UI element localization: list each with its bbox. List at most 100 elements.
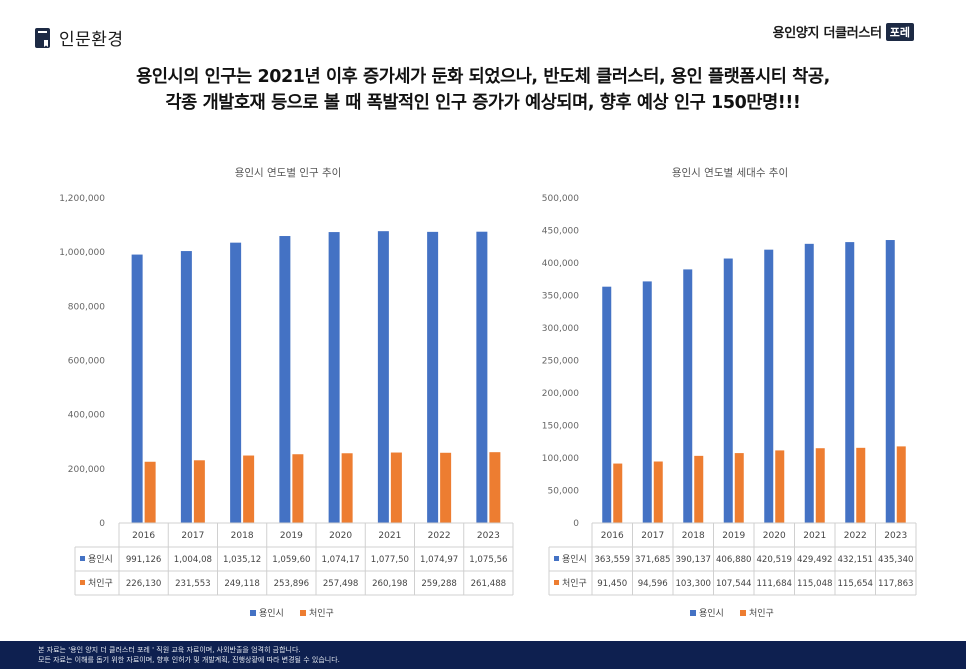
x-tick-label: 2022 <box>844 531 867 541</box>
legend-label-series-2: 처인구 <box>309 607 334 619</box>
bar-series-2 <box>775 450 785 523</box>
data-label: 390,137 <box>675 555 711 565</box>
y-tick-label: 450,000 <box>542 227 579 237</box>
x-tick-label: 2023 <box>477 531 500 541</box>
row-legend-swatch <box>554 556 559 561</box>
bar-series-1 <box>180 251 192 523</box>
bar-series-1 <box>804 243 814 523</box>
bar-series-1 <box>279 236 291 523</box>
brand-logo: 용인양지 더클러스터 포레 <box>773 22 914 41</box>
data-label: 1,035,12 <box>223 555 261 565</box>
bar-series-2 <box>341 453 353 523</box>
bar-series-2 <box>653 461 663 523</box>
households-chart: 용인시 연도별 세대수 추이 500,000 450,000 400,000 350,0… <box>512 160 922 620</box>
legend-label-series-2: 처인구 <box>749 607 774 619</box>
row-legend-swatch <box>80 556 85 561</box>
data-label: 432,151 <box>837 555 873 565</box>
y-tick-label: 200,000 <box>68 465 105 475</box>
legend-label-series-1: 용인시 <box>699 608 724 619</box>
data-label: 231,553 <box>175 579 211 589</box>
data-label: 991,126 <box>126 555 162 565</box>
bar-series-1 <box>885 240 895 523</box>
bar-series-2 <box>815 448 825 523</box>
row-header-label: 처인구 <box>562 577 587 589</box>
bar-series-2 <box>613 463 623 523</box>
data-label: 1,074,97 <box>420 555 458 565</box>
bar-series-2 <box>292 454 304 523</box>
data-label: 103,300 <box>675 579 711 589</box>
chart-title: 용인시 연도별 인구 추이 <box>235 167 342 179</box>
data-label: 249,118 <box>224 579 260 589</box>
x-tick-label: 2017 <box>641 531 664 541</box>
y-tick-label: 0 <box>99 519 105 529</box>
data-label: 1,059,60 <box>272 555 310 565</box>
y-tick-label: 150,000 <box>542 422 579 432</box>
data-label: 115,048 <box>797 579 833 589</box>
data-label: 91,450 <box>597 579 627 589</box>
section-header: 인문환경 <box>34 25 124 50</box>
bar-series-2 <box>193 460 205 523</box>
bar-series-1 <box>764 249 774 523</box>
x-tick-label: 2021 <box>378 531 401 541</box>
row-header-label: 용인시 <box>562 554 587 565</box>
data-label: 1,074,17 <box>321 555 359 565</box>
data-label: 261,488 <box>471 579 507 589</box>
legend-swatch-series-1 <box>250 610 256 616</box>
row-header-label: 처인구 <box>88 577 113 589</box>
legend-swatch-series-2 <box>740 610 746 616</box>
bar-series-1 <box>131 254 143 523</box>
chart-title: 용인시 연도별 세대수 추이 <box>672 167 788 179</box>
data-label: 94,596 <box>638 579 668 589</box>
y-tick-label: 800,000 <box>68 302 105 312</box>
data-label: 117,863 <box>878 579 914 589</box>
bar-series-2 <box>440 452 452 523</box>
brand-name: 용인양지 더클러스터 <box>772 26 882 41</box>
x-tick-label: 2019 <box>280 531 303 541</box>
bar-series-1 <box>328 232 340 523</box>
bar-series-1 <box>377 231 389 523</box>
data-label: 420,519 <box>756 555 792 565</box>
data-label: 226,130 <box>126 579 162 589</box>
data-label: 253,896 <box>274 579 310 589</box>
y-tick-label: 0 <box>573 519 579 529</box>
bar-series-1 <box>230 242 242 523</box>
y-tick-label: 500,000 <box>542 194 579 204</box>
bar-series-1 <box>845 242 855 523</box>
footer-line-1: 본 자료는 '용인 양지 더 클러스터 포레 ' 직원 교육 자료이며, 사외반… <box>38 646 301 654</box>
headline-line-2: 각종 개발호재 등으로 볼 때 폭발적인 인구 증가가 예상되며, 향후 예상 … <box>165 93 801 113</box>
bar-series-2 <box>390 452 402 523</box>
data-label: 107,544 <box>716 579 752 589</box>
data-label: 1,075,56 <box>469 555 507 565</box>
x-tick-label: 2022 <box>428 531 451 541</box>
bar-series-2 <box>734 453 744 523</box>
footer-line-2: 모든 자료는 이해를 돕기 위한 자료이며, 향후 인허가 및 개발계획, 진행… <box>38 656 340 664</box>
y-tick-label: 200,000 <box>542 389 579 399</box>
book-icon <box>35 27 50 48</box>
y-tick-label: 50,000 <box>548 487 580 497</box>
data-label: 363,559 <box>594 555 630 565</box>
bar-series-2 <box>896 446 906 523</box>
x-tick-label: 2017 <box>181 531 204 541</box>
bar-series-2 <box>144 461 156 523</box>
y-tick-label: 400,000 <box>542 259 579 269</box>
data-label: 259,288 <box>421 579 457 589</box>
headline-line-1: 용인시의 인구는 2021년 이후 증가세가 둔화 되었으나, 반도체 클러스터… <box>136 67 830 87</box>
y-tick-label: 600,000 <box>68 357 105 367</box>
bar-series-1 <box>683 269 693 523</box>
x-tick-label: 2019 <box>722 531 745 541</box>
data-label: 429,492 <box>797 555 833 565</box>
data-label: 111,684 <box>756 579 792 589</box>
x-tick-label: 2020 <box>329 531 352 541</box>
population-chart: 용인시 연도별 인구 추이 1,200,000 1,000,000 800,000 60… <box>40 160 522 620</box>
x-tick-label: 2016 <box>132 531 155 541</box>
y-tick-label: 300,000 <box>542 324 579 334</box>
data-label: 1,004,08 <box>174 555 212 565</box>
x-tick-label: 2023 <box>884 531 907 541</box>
row-legend-swatch <box>554 580 559 585</box>
bar-series-1 <box>642 281 652 523</box>
x-tick-label: 2020 <box>763 531 786 541</box>
y-tick-label: 1,200,000 <box>59 194 105 204</box>
bar-series-1 <box>723 258 733 523</box>
x-tick-label: 2016 <box>601 531 624 541</box>
brand-badge: 포레 <box>885 22 914 41</box>
